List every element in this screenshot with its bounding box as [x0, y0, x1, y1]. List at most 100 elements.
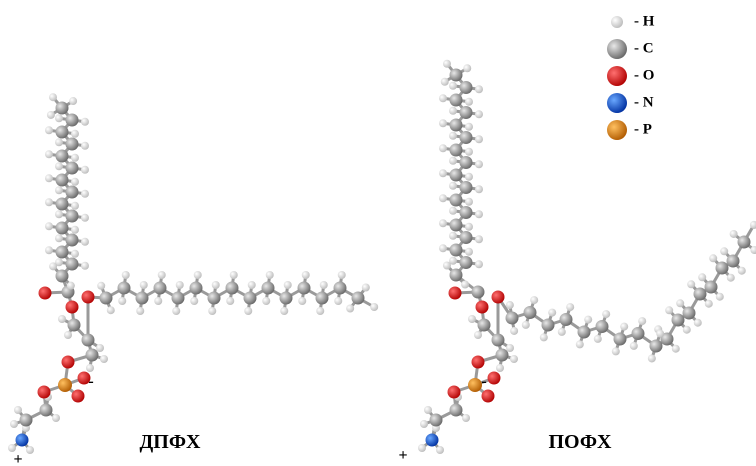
atom: [55, 162, 63, 170]
atom: [10, 420, 18, 428]
atom: [266, 271, 274, 279]
atom: [694, 288, 707, 301]
atom: [475, 185, 483, 193]
atom: [475, 85, 483, 93]
atom: [439, 219, 447, 227]
atom: [475, 235, 483, 243]
atom: [450, 169, 463, 182]
figure: ДПФХ ПОФХ + - + - - H- C- O- N- P: [0, 0, 756, 466]
atom: [45, 222, 53, 230]
atom: [45, 174, 53, 182]
atom: [81, 142, 89, 150]
atom: [542, 319, 555, 332]
atom: [632, 327, 645, 340]
atom: [460, 206, 473, 219]
legend-label: - C: [634, 40, 654, 56]
atom: [492, 291, 505, 304]
atom: [56, 102, 69, 115]
atom: [672, 314, 685, 327]
legend-label: - P: [634, 121, 652, 137]
atom: [49, 93, 57, 101]
atom: [602, 310, 610, 318]
atom: [566, 303, 574, 311]
atom: [650, 340, 663, 353]
atom: [38, 386, 51, 399]
atom: [56, 174, 69, 187]
atom: [468, 315, 476, 323]
atom: [510, 355, 518, 363]
atom: [727, 274, 735, 282]
atom: [488, 372, 501, 385]
atom: [426, 434, 439, 447]
atom: [194, 271, 202, 279]
atom: [476, 301, 489, 314]
atom: [66, 234, 79, 247]
atom: [71, 202, 79, 210]
atom: [705, 281, 718, 294]
atom: [738, 236, 751, 249]
atom: [100, 355, 108, 363]
atom: [55, 114, 63, 122]
atom: [66, 114, 79, 127]
atom: [709, 254, 717, 262]
atom: [82, 334, 95, 347]
atom: [716, 262, 729, 275]
atom: [648, 354, 656, 362]
atom: [463, 64, 471, 72]
atom: [40, 404, 53, 417]
atom: [465, 223, 473, 231]
atom: [262, 297, 270, 305]
atom: [338, 271, 346, 279]
atom: [496, 349, 509, 362]
atom: [81, 166, 89, 174]
atom: [176, 281, 184, 289]
atom: [665, 306, 673, 314]
atom: [118, 282, 131, 295]
atom: [738, 267, 746, 275]
charge: -: [88, 373, 93, 390]
atom: [450, 269, 463, 282]
atom: [496, 364, 504, 372]
atom: [56, 270, 69, 283]
atom: [346, 305, 354, 313]
atom: [52, 414, 60, 422]
atom: [208, 292, 221, 305]
legend-swatch: [611, 16, 623, 28]
atom: [460, 231, 473, 244]
atom: [716, 293, 724, 301]
atom: [474, 331, 482, 339]
atom: [316, 292, 329, 305]
atom: [362, 283, 370, 291]
atom: [430, 414, 443, 427]
atom: [439, 169, 447, 177]
atom: [730, 230, 738, 238]
atom: [81, 238, 89, 246]
atom: [45, 126, 53, 134]
atom: [71, 226, 79, 234]
atom: [594, 335, 602, 343]
atom: [154, 282, 167, 295]
atom: [548, 309, 556, 317]
atom: [100, 292, 113, 305]
atom: [284, 281, 292, 289]
molecule-label: ДПФХ: [140, 431, 201, 453]
atom: [136, 307, 144, 315]
atom: [630, 342, 638, 350]
atom: [475, 135, 483, 143]
atom: [58, 315, 66, 323]
atom: [122, 271, 130, 279]
atom: [66, 162, 79, 175]
legend-label: - O: [634, 67, 654, 83]
charge: -: [481, 373, 486, 390]
atom: [506, 312, 519, 325]
legend-swatch: [607, 120, 627, 140]
atom: [475, 210, 483, 218]
atom: [698, 273, 706, 281]
atom: [55, 138, 63, 146]
atom: [230, 271, 238, 279]
atom: [298, 297, 306, 305]
atom: [584, 316, 592, 324]
atom: [190, 297, 198, 305]
atom: [81, 118, 89, 126]
atom: [468, 378, 482, 392]
